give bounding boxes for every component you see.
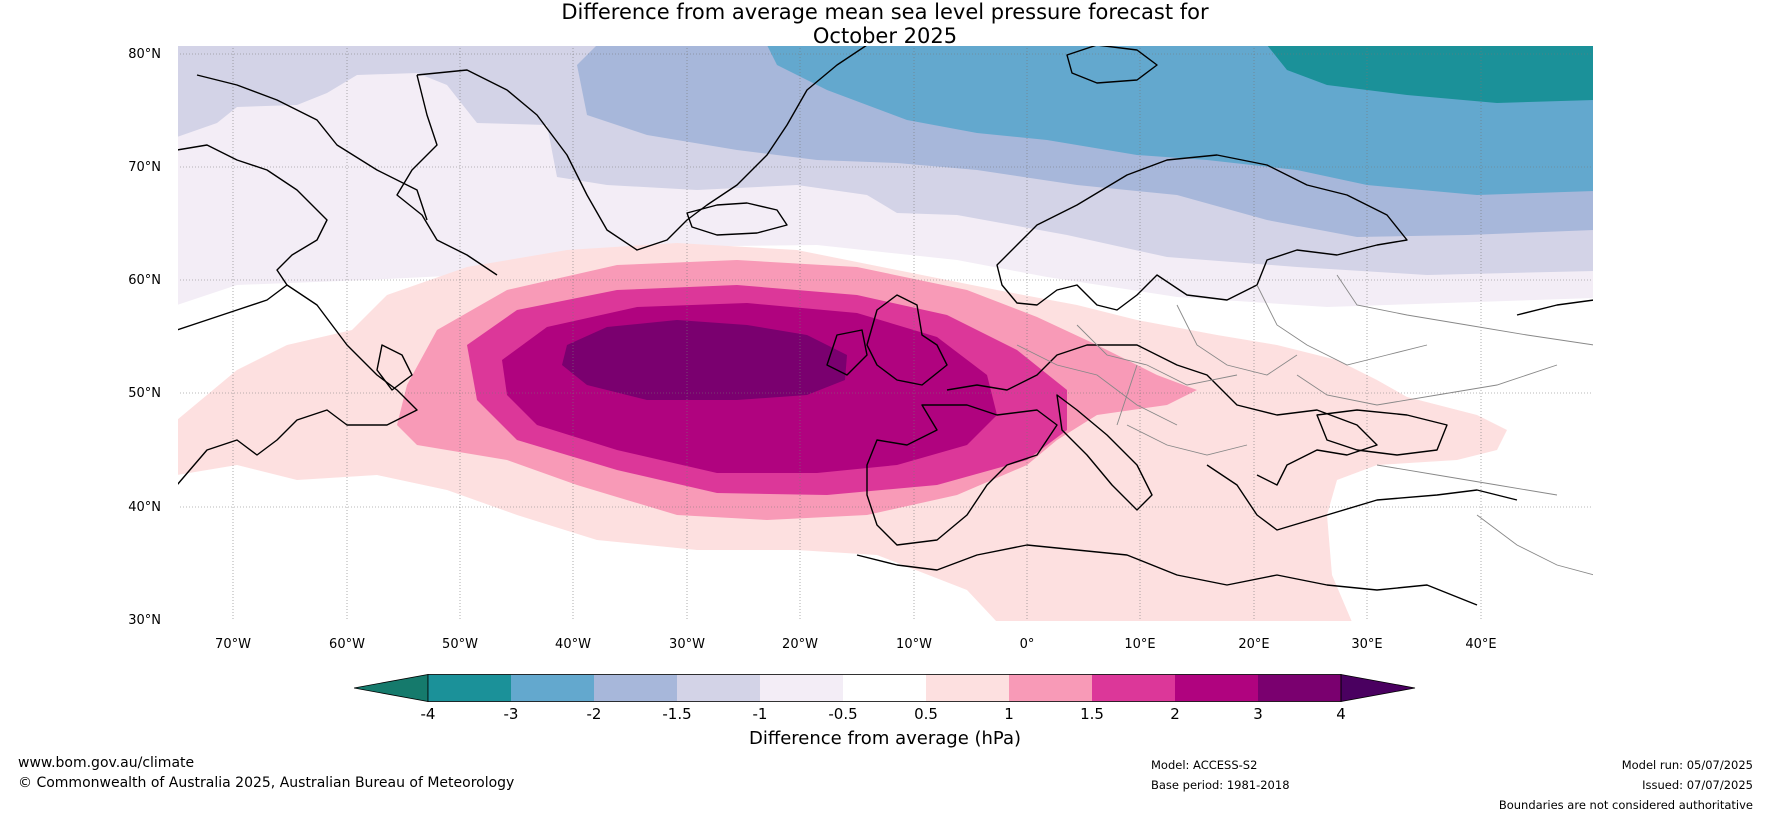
lat-label-50n: 50°N [128,386,161,401]
chart-title: Difference from average mean sea level p… [0,0,1770,48]
colorbar-tick: -4 [420,705,436,723]
colorbar-tick: 2 [1170,705,1180,723]
lon-label-20w: 20°W [782,637,818,652]
graticule [177,45,1594,622]
lon-label-10w: 10°W [896,637,932,652]
coast-ireland [826,329,868,376]
coast-italy [1056,394,1153,511]
colorbar-title: Difference from average (hPa) [748,728,1022,749]
colorbar-segment [1258,674,1341,702]
lon-label-50w: 50°W [442,637,478,652]
colorbar-outline [427,674,1342,702]
coast-black-sea [1316,409,1448,456]
coast-baffin [196,74,428,221]
lon-label-10e: 10°E [1124,637,1156,652]
lon-label-20e: 20°E [1238,637,1270,652]
colorbar-tick: 0.5 [914,705,938,723]
colorbar-tick: -3 [503,705,519,723]
lon-label-40e: 40°E [1465,637,1497,652]
lon-label-40w: 40°W [555,637,591,652]
contour-neg-3 [1267,45,1594,103]
colorbar-segment [428,674,511,702]
lat-label-80n: 80°N [128,47,161,62]
lat-label-40n: 40°N [128,500,161,515]
footer-model-run: Model run: 05/07/2025 [1621,758,1753,772]
lat-label-70n: 70°N [128,160,161,175]
country-borders [1016,274,1594,576]
coast-iberia [866,404,1058,546]
footer-disclaimer: Boundaries are not considered authoritat… [1498,798,1753,812]
colorbar-tick: 3 [1253,705,1263,723]
lon-label-30e: 30°E [1351,637,1383,652]
colorbar-segment [1009,674,1092,702]
coast-africa-north [856,544,1478,606]
pressure-anomaly-map [177,45,1594,622]
coast-british-isles [866,294,948,386]
colorbar-segment [1175,674,1258,702]
footer-model: Model: ACCESS-S2 [1151,758,1258,772]
lon-label-70w: 70°W [215,637,251,652]
colorbar-segment [926,674,1009,702]
colorbar-tick: 4 [1336,705,1346,723]
coast-europe-west [946,344,1378,486]
colorbar-segment [511,674,594,702]
coast-iceland [686,202,788,236]
colorbar [354,674,1416,702]
colorbar-tick: -0.5 [828,705,858,723]
footer-base-period: Base period: 1981-2018 [1151,778,1290,792]
coastlines [177,45,1594,606]
colorbar-extend-low [354,674,429,702]
lon-label-0: 0° [1019,637,1035,652]
lat-label-60n: 60°N [128,273,161,288]
colorbar-segment [1092,674,1175,702]
coast-canada-east [177,284,418,486]
colorbar-tick: -1 [752,705,768,723]
colorbar-tick: 1 [1004,705,1014,723]
coast-scandinavia [996,154,1408,311]
coast-greenland [416,45,868,251]
colorbar-segment [843,674,926,702]
title-line-2: October 2025 [812,24,958,48]
coast-newfoundland [376,344,413,391]
footer-issued: Issued: 07/07/2025 [1642,778,1753,792]
map-frame [177,45,1594,622]
colorbar-segment [677,674,760,702]
colorbar-tick: -2 [586,705,602,723]
lat-label-30n: 30°N [128,613,161,628]
contour-pos-3 [562,320,847,400]
title-line-1: Difference from average mean sea level p… [561,0,1209,24]
colorbar-extend-high [1340,674,1416,702]
footer-url: www.bom.gov.au/climate [18,755,195,771]
colorbar-segment [594,674,677,702]
footer-copyright: © Commonwealth of Australia 2025, Austra… [18,775,515,791]
coast-north-america-arctic [177,144,328,331]
lon-label-60w: 60°W [329,637,365,652]
colorbar-segment [760,674,843,702]
colorbar-tick: -1.5 [662,705,692,723]
coast-greenland-west [396,74,498,276]
lon-label-30w: 30°W [669,637,705,652]
coast-east [1516,299,1594,316]
colorbar-tick: 1.5 [1080,705,1104,723]
coast-greece-turkey [1206,464,1518,531]
